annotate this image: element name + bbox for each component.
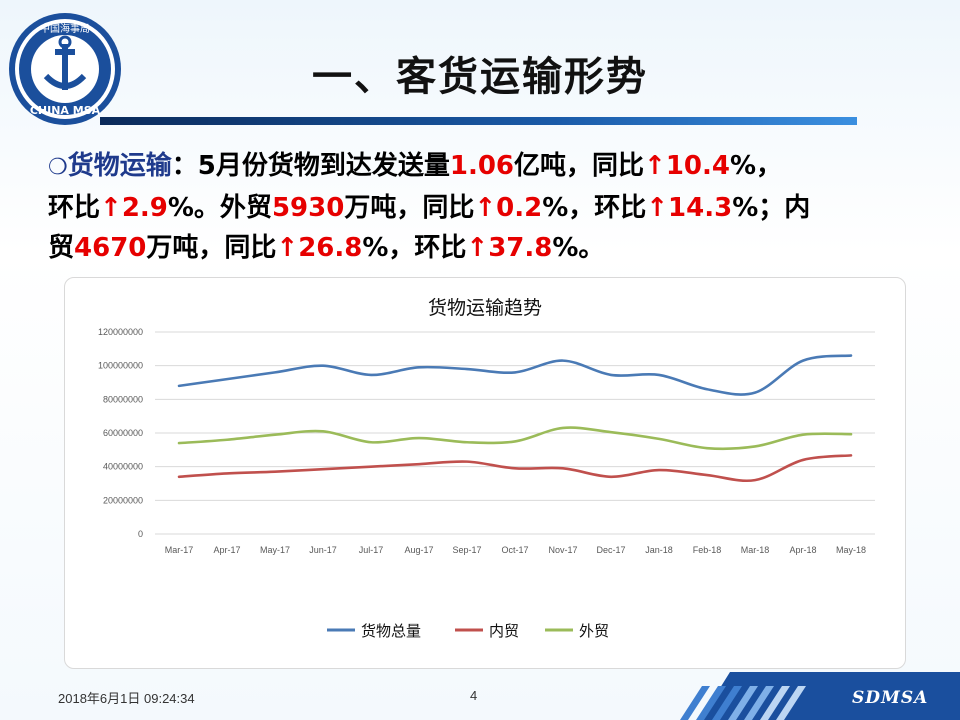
series-line-2 <box>177 426 853 451</box>
x-tick-label: Feb-18 <box>693 545 722 555</box>
x-tick-label: Dec-17 <box>596 545 625 555</box>
y-tick-label: 120000000 <box>98 327 143 337</box>
up-arrow-icon: ↑ <box>644 151 666 181</box>
x-tick-label: Jan-18 <box>645 545 673 555</box>
x-tick-label: Mar-18 <box>741 545 770 555</box>
footer-stripe-band <box>680 672 960 720</box>
series-line-1 <box>177 454 853 483</box>
slide-title: 一、客货运输形势 <box>312 54 648 100</box>
y-tick-label: 60000000 <box>103 428 143 438</box>
up-arrow-icon: ↑ <box>100 193 122 223</box>
x-tick-label: Aug-17 <box>404 545 433 555</box>
y-tick-label: 80000000 <box>103 394 143 404</box>
legend-label: 外贸 <box>579 622 609 640</box>
y-tick-label: 40000000 <box>103 462 143 472</box>
x-tick-label: Jun-17 <box>309 545 337 555</box>
x-tick-label: Apr-17 <box>213 545 240 555</box>
china-msa-logo: CHINA MSA 中国海事局 <box>9 13 121 125</box>
y-tick-label: 20000000 <box>103 495 143 505</box>
logo-text: CHINA MSA <box>30 104 101 117</box>
y-tick-label: 100000000 <box>98 361 143 371</box>
series-line-0 <box>177 354 853 396</box>
x-tick-label: Mar-17 <box>165 545 194 555</box>
x-tick-label: Apr-18 <box>789 545 816 555</box>
legend-label: 内贸 <box>489 622 519 640</box>
chart-canvas: 货物运输趋势 0 20000000 40000000 60000000 80000000 1… <box>98 297 875 640</box>
x-tick-label: Oct-17 <box>501 545 528 555</box>
y-tick-label: 0 <box>138 529 143 539</box>
up-arrow-icon: ↑ <box>646 193 669 223</box>
up-arrow-icon: ↑ <box>466 233 489 263</box>
footer-brand: SDMSA <box>852 688 929 708</box>
up-arrow-icon: ↑ <box>474 193 497 223</box>
logo-arc-text: 中国海事局 <box>40 22 90 35</box>
x-tick-label: Sep-17 <box>452 545 481 555</box>
x-tick-label: May-17 <box>260 545 290 555</box>
cargo-trend-chart: 货物运输趋势 0 20000000 40000000 60000000 80000000 1… <box>64 277 906 669</box>
x-tick-label: Jul-17 <box>359 545 384 555</box>
x-tick-label: May-18 <box>836 545 866 555</box>
x-tick-label: Nov-17 <box>548 545 577 555</box>
footer-date: 2018年6月1日 09:24:34 <box>58 691 195 706</box>
chart-title: 货物运输趋势 <box>428 297 542 319</box>
page-number: 4 <box>470 688 478 703</box>
bullet-icon: ❍ <box>48 155 68 180</box>
up-arrow-icon: ↑ <box>276 233 299 263</box>
title-underline-bar <box>100 117 857 125</box>
cargo-label: 货物运输 <box>67 151 172 181</box>
legend-label: 货物总量 <box>361 622 421 640</box>
cargo-summary-text: ❍货物运输：5月份货物到达发送量1.06亿吨，同比↑10.4%， 环比↑2.9%… <box>48 151 811 263</box>
